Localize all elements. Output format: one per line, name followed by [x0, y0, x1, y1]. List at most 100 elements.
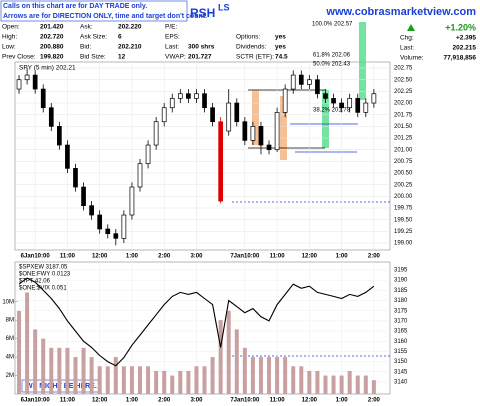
- volume-bar: [210, 357, 215, 394]
- x-tick-label: 11:00: [60, 398, 76, 404]
- volume-bar: [73, 357, 78, 394]
- candle-body: [73, 168, 78, 188]
- volume-bar: [81, 347, 86, 394]
- y2-tick-label: 3155: [394, 349, 408, 355]
- volume-bar: [202, 366, 207, 394]
- logo-sup: LS: [218, 2, 230, 12]
- x-tick-label: 2:00: [368, 398, 381, 404]
- candle-body: [210, 107, 215, 123]
- price-frame: [14, 61, 391, 251]
- volume-bar: [347, 370, 352, 394]
- volume-bar: [41, 338, 46, 394]
- stat-value: 200.880: [40, 44, 64, 51]
- stat-value: 201.420: [40, 24, 64, 31]
- volume-bar: [49, 347, 54, 394]
- candle-body: [186, 93, 191, 99]
- volume-bar: [186, 370, 191, 394]
- highlight: [252, 90, 259, 145]
- stat-value: 201.727: [188, 54, 212, 61]
- highlight: [280, 96, 287, 160]
- volume-bar: [25, 292, 30, 394]
- stat-label: P/E:: [165, 24, 177, 31]
- y2-tick-label: 3165: [394, 329, 408, 335]
- candle-body: [153, 121, 159, 146]
- annotation: 100.0% 202.57: [312, 22, 353, 28]
- candle-body: [282, 88, 288, 113]
- volume-bar: [242, 347, 247, 394]
- quote-label: Chg:: [400, 35, 414, 42]
- candle-body: [274, 112, 280, 151]
- logo: RSH: [190, 6, 215, 20]
- x-tick-label: 12:00: [92, 398, 108, 404]
- candle-body: [307, 79, 312, 85]
- y2-tick-label: 3180: [394, 298, 408, 304]
- volume-bar: [105, 366, 110, 394]
- volume-bar: [129, 366, 134, 394]
- volume-bar: [113, 357, 118, 394]
- volume-bar: [97, 366, 102, 394]
- volume-bar: [299, 366, 304, 394]
- volume-bar: [33, 329, 38, 394]
- notice-line: Calls on this chart are for DAY TRADE on…: [3, 3, 147, 10]
- y-tick-label: 200.50: [394, 171, 413, 177]
- candle-body: [177, 93, 183, 99]
- y-tick-label: 201.75: [394, 112, 413, 118]
- x-tick-label: 11:00: [60, 254, 76, 260]
- candle-body: [48, 107, 54, 127]
- candle-body: [315, 79, 320, 95]
- x-tick-label: 11:00: [270, 254, 286, 260]
- change-pct: +1.20%: [445, 22, 476, 32]
- x-tick-label: 1:00: [336, 398, 349, 404]
- stat-label: Prev Close:: [2, 54, 36, 61]
- candle-body: [339, 102, 344, 109]
- candle-body: [371, 93, 377, 104]
- volume-bar: [234, 329, 239, 394]
- candle-body: [258, 126, 264, 146]
- candle-body: [24, 74, 30, 81]
- y-tick-label: 201.00: [394, 147, 413, 153]
- y-tick-label: 199.50: [394, 217, 413, 223]
- candle-body: [218, 121, 223, 202]
- volume-bar: [275, 357, 280, 394]
- site-url: www.cobrasmarketview.com: [325, 6, 476, 18]
- x-tick-label: 7Jan10:00: [230, 398, 260, 404]
- y-tick-label: 199.75: [394, 206, 413, 212]
- volume-bar: [65, 347, 70, 394]
- candle-body: [266, 144, 272, 151]
- candle-body: [89, 205, 94, 216]
- candle-body: [57, 126, 62, 146]
- candle-body: [105, 228, 111, 235]
- y-tick-label: 10M: [2, 299, 14, 305]
- x-tick-label: 6Jan10:00: [21, 254, 51, 260]
- candle-body: [161, 107, 167, 123]
- y-tick-label: 201.25: [394, 136, 413, 142]
- quote-value: 77,918,856: [443, 55, 476, 62]
- stat-value: 6: [118, 34, 122, 41]
- overlay-label: $ONE:$VIX 0.051: [19, 286, 67, 292]
- y2-tick-label: 3150: [394, 359, 408, 365]
- legend: $SPXEW 3187.05: [19, 265, 68, 271]
- candle-body: [290, 74, 296, 90]
- stat-value: 74.5: [275, 54, 288, 61]
- x-tick-label: 12:00: [302, 254, 318, 260]
- candle-body: [202, 93, 207, 109]
- candle-body: [355, 98, 361, 113]
- volume-bar: [121, 366, 126, 394]
- y-tick-label: 199.00: [394, 241, 413, 247]
- volume-bar: [323, 375, 328, 394]
- volume-bar: [363, 375, 368, 394]
- x-tick-label: 11:00: [270, 398, 286, 404]
- y2-tick-label: 3175: [394, 308, 408, 314]
- y-tick-label: 202.50: [394, 77, 413, 83]
- y-tick-label: 202.00: [394, 101, 413, 107]
- x-tick-label: 2:00: [368, 254, 381, 260]
- stat-value: 199.820: [40, 54, 64, 61]
- stat-label: Ask:: [80, 24, 93, 31]
- lower-frame: [14, 261, 391, 395]
- volume-bar: [371, 380, 376, 394]
- y2-tick-label: 3170: [394, 318, 408, 324]
- volume-bar: [291, 366, 296, 394]
- volume-bar: [331, 375, 336, 394]
- y-tick-label: 8M: [6, 318, 14, 324]
- candle-body: [113, 233, 119, 239]
